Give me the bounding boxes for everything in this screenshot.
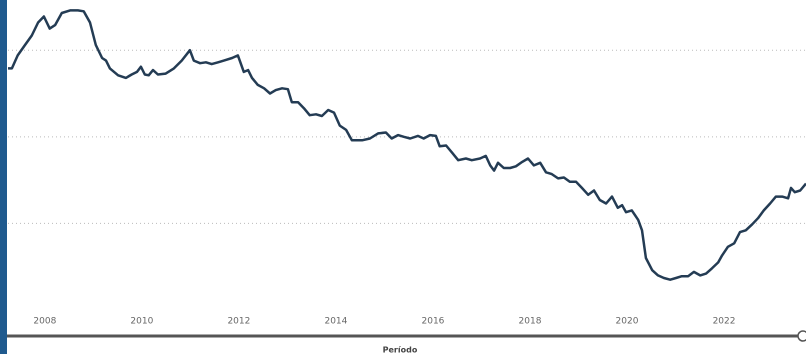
- x-tick-label: 2022: [713, 317, 736, 327]
- x-tick-label: 2012: [227, 317, 250, 327]
- x-tick-label: 2020: [616, 317, 639, 327]
- x-tick-label: 2016: [422, 317, 445, 327]
- x-tick-label: 2010: [130, 317, 153, 327]
- x-tick-label: 2008: [33, 317, 56, 327]
- x-axis-label: Período: [383, 346, 418, 354]
- line-series: [8, 9, 806, 281]
- slider-handle[interactable]: [797, 330, 806, 342]
- x-tick-label: 2018: [519, 317, 542, 327]
- x-tick-label: 2014: [324, 317, 347, 327]
- side-bar: [0, 0, 7, 354]
